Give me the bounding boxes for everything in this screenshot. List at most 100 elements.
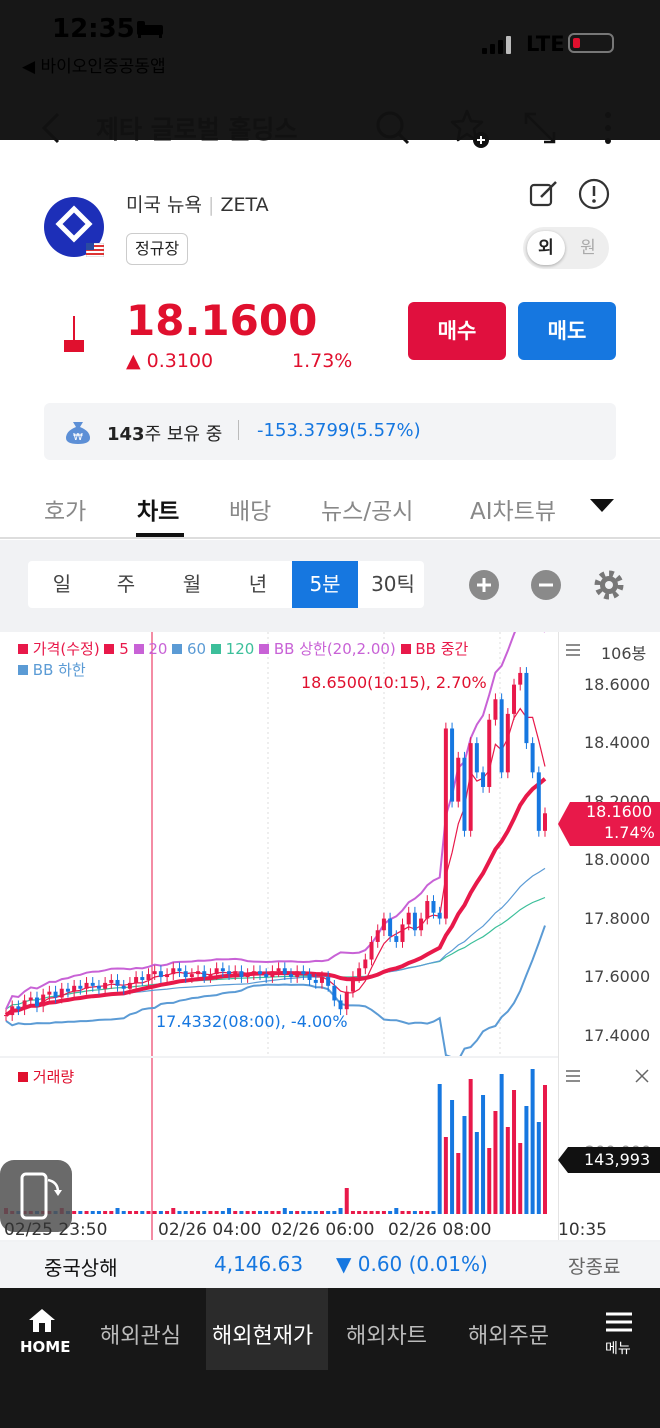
y-tick-label: 18.0000 xyxy=(584,850,651,870)
market-info: 미국 뉴욕 | ZETA xyxy=(126,194,269,216)
zoom-out-icon[interactable] xyxy=(530,569,562,601)
buy-button[interactable]: 매수 xyxy=(408,302,506,360)
volume-bar xyxy=(450,1100,455,1214)
sell-button[interactable]: 매도 xyxy=(518,302,616,360)
candle-body xyxy=(84,982,89,989)
back-to-app-link[interactable]: ◀ 바이오인증공동앱 xyxy=(22,57,166,77)
bottom-nav-active-bg xyxy=(206,1288,328,1370)
tabs-more-icon[interactable] xyxy=(590,497,614,513)
signal-icon xyxy=(482,36,520,54)
volume-bar xyxy=(78,1211,83,1214)
volume-menu-icon[interactable] xyxy=(566,1069,582,1083)
period-year[interactable]: 년 xyxy=(248,572,268,596)
volume-bar xyxy=(72,1211,77,1214)
candle-body xyxy=(146,974,151,980)
volume-bar xyxy=(276,1211,281,1214)
current-price: 18.1600 xyxy=(126,296,318,345)
volume-bar xyxy=(196,1211,201,1214)
candle-body xyxy=(462,757,467,831)
tab-orderbook[interactable]: 호가 xyxy=(44,499,87,525)
volume-bar xyxy=(437,1084,442,1214)
zoom-in-icon[interactable] xyxy=(468,569,500,601)
bar-count: 106봉 xyxy=(601,644,647,663)
volume-plot[interactable] xyxy=(0,1058,558,1240)
volume-bar xyxy=(512,1090,517,1214)
candle-body xyxy=(468,743,473,831)
current-price-tag-pct: 1.74% xyxy=(604,823,655,842)
candle-body xyxy=(499,699,504,773)
page-title: 제타 글로벌 홀딩스 xyxy=(96,115,298,144)
fullscreen-icon[interactable] xyxy=(522,110,558,146)
index-ticker-bar[interactable]: 중국상해 4,146.63 ▼ 0.60 (0.01%) 장종료 xyxy=(0,1242,660,1288)
info-icon[interactable] xyxy=(578,178,610,210)
nav-overseas-quote[interactable]: 해외현재가 xyxy=(212,1324,314,1349)
currency-toggle[interactable]: 외 원 xyxy=(523,227,609,269)
candle-body xyxy=(258,971,263,975)
currency-krw[interactable]: 원 xyxy=(580,238,596,258)
volume-bar xyxy=(363,1211,368,1214)
menu-icon[interactable] xyxy=(605,1311,633,1333)
period-30tick[interactable]: 30틱 xyxy=(371,572,415,596)
currency-foreign[interactable]: 외 xyxy=(527,231,565,265)
back-arrow-icon[interactable] xyxy=(38,110,66,146)
volume-bar xyxy=(505,1127,510,1214)
tab-ai-chart[interactable]: AI차트뷰 xyxy=(470,499,556,525)
ticker: ZETA xyxy=(220,194,269,216)
tab-news[interactable]: 뉴스/공시 xyxy=(321,499,414,525)
period-5min[interactable]: 5분 xyxy=(292,561,358,608)
candle-body xyxy=(344,991,349,1010)
volume-bar xyxy=(443,1137,448,1214)
volume-bar xyxy=(381,1211,386,1214)
candle-body xyxy=(474,743,479,773)
volume-bar xyxy=(109,1211,114,1214)
nav-menu[interactable]: 메뉴 xyxy=(605,1341,631,1357)
nav-overseas-watch[interactable]: 해외관심 xyxy=(100,1324,181,1349)
volume-bar xyxy=(177,1211,182,1214)
add-favorite-icon[interactable] xyxy=(449,108,491,150)
volume-bar xyxy=(499,1074,504,1214)
search-icon[interactable] xyxy=(375,110,411,146)
candle-icon xyxy=(64,316,84,352)
candle-body xyxy=(189,974,194,978)
volume-bar xyxy=(344,1188,349,1214)
candle-body xyxy=(59,988,64,998)
holding-bar[interactable]: ₩ 143주 보유 중 -153.3799(5.57%) xyxy=(44,403,616,460)
bottom-nav xyxy=(0,1288,660,1428)
more-menu-icon[interactable] xyxy=(598,110,618,146)
nav-overseas-order[interactable]: 해외주문 xyxy=(468,1324,549,1349)
candle-body xyxy=(332,985,337,1001)
period-week[interactable]: 주 xyxy=(116,572,136,596)
legend-bb-lower: BB 하한 xyxy=(18,661,86,679)
volume-bar xyxy=(357,1211,362,1214)
volume-bar xyxy=(456,1153,461,1214)
candle-body xyxy=(295,971,300,978)
close-volume-icon[interactable] xyxy=(634,1068,650,1084)
volume-bar xyxy=(388,1211,393,1214)
volume-chart-svg xyxy=(4,1058,547,1240)
period-day[interactable]: 일 xyxy=(52,572,72,596)
volume-bar xyxy=(121,1211,126,1214)
chart-settings-gear-icon[interactable] xyxy=(592,568,626,602)
candle-body xyxy=(450,728,455,802)
tab-chart[interactable]: 차트 xyxy=(137,499,180,525)
period-month[interactable]: 월 xyxy=(182,572,202,596)
nav-overseas-chart[interactable]: 해외차트 xyxy=(346,1324,427,1349)
x-label-3: 02/26 08:00 xyxy=(388,1220,492,1240)
legend-price: 가격(수정) xyxy=(18,640,100,658)
volume-bar xyxy=(208,1211,213,1214)
candle-body xyxy=(381,918,386,931)
nav-home[interactable]: HOME xyxy=(20,1338,71,1356)
price-plot[interactable] xyxy=(0,616,558,1062)
tab-dividend[interactable]: 배당 xyxy=(229,499,272,525)
candle-body xyxy=(369,941,374,960)
volume-bar xyxy=(258,1211,263,1214)
home-icon[interactable] xyxy=(28,1307,56,1333)
hamburger-small-icon[interactable] xyxy=(566,643,582,657)
candle-body xyxy=(202,971,207,978)
candle-body xyxy=(307,974,312,980)
volume-bar xyxy=(543,1085,547,1214)
edit-icon[interactable] xyxy=(528,178,560,210)
high-annotation: 18.6500(10:15), 2.70% xyxy=(301,673,487,692)
volume-bar xyxy=(468,1079,473,1214)
rotate-screen-button[interactable] xyxy=(0,1160,72,1232)
